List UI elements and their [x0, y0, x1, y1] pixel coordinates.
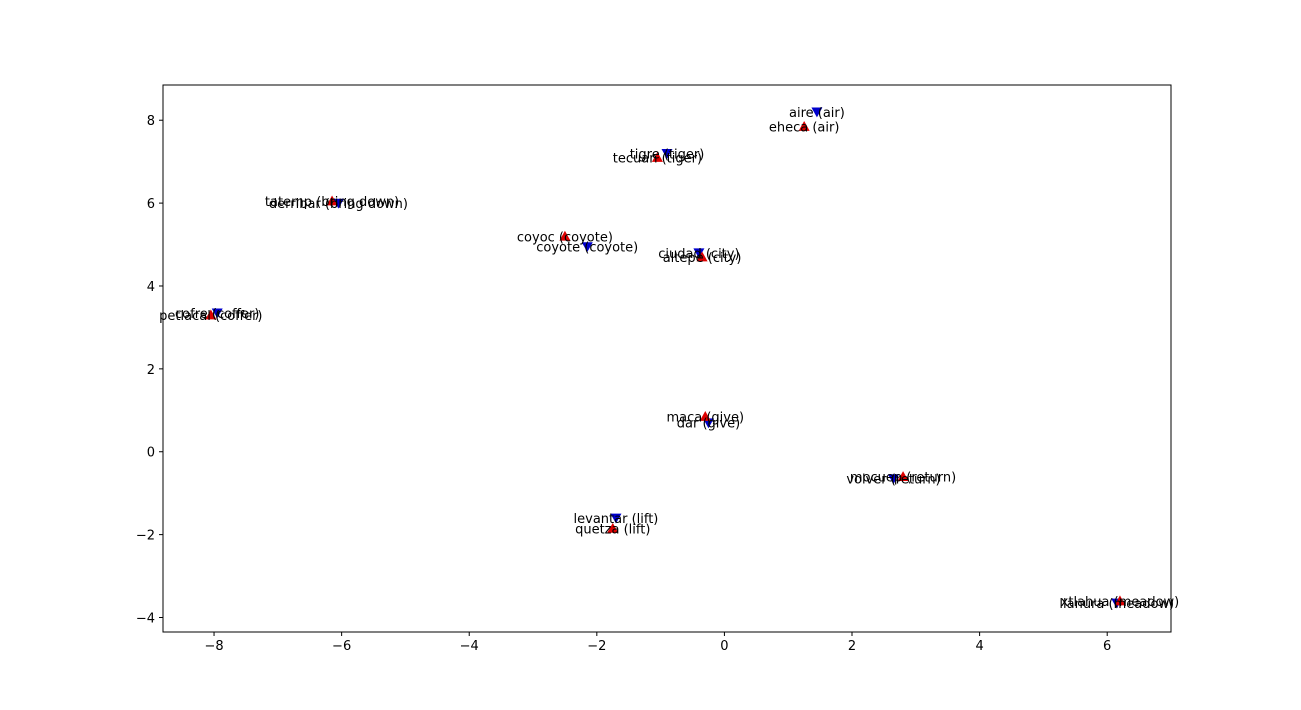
- point-label: tatemp (bring down): [265, 195, 399, 210]
- point-label: maca (give): [666, 411, 744, 426]
- down-triangle-marker: [811, 107, 823, 118]
- point-label: levantar (lift): [574, 512, 659, 527]
- up-triangle-marker: [326, 195, 338, 206]
- point-label: eheca (air): [769, 120, 840, 135]
- up-triangle-marker: [205, 309, 217, 320]
- x-tick-label: 0: [720, 639, 728, 654]
- x-tick-label: 4: [975, 639, 983, 654]
- point-label: coyote (coyote): [536, 241, 638, 256]
- point-label: dar (give): [677, 417, 740, 432]
- point-label: cofre (coffer): [175, 307, 259, 322]
- point-label: aire (air): [789, 106, 845, 121]
- x-tick-label: 6: [1103, 639, 1111, 654]
- point-label: mocuep (return): [850, 471, 956, 486]
- y-tick-label: 6: [147, 197, 155, 212]
- point-label: altepe (city): [663, 251, 742, 266]
- up-triangle-marker: [699, 411, 711, 421]
- up-triangle-marker: [607, 522, 619, 533]
- y-tick-label: 2: [147, 363, 155, 378]
- up-triangle-marker: [651, 152, 663, 162]
- x-tick-label: −2: [587, 639, 606, 654]
- down-triangle-marker: [693, 248, 705, 259]
- plot-frame: [162, 84, 1172, 633]
- point-label: derribar (bring down): [269, 197, 408, 212]
- point-label: petlacal (coffer): [159, 309, 262, 324]
- x-tick-label: −4: [460, 639, 479, 654]
- down-triangle-marker: [581, 242, 593, 253]
- up-triangle-marker: [897, 471, 909, 482]
- point-label: tecuan (tiger): [613, 152, 702, 167]
- down-triangle-marker: [332, 198, 344, 209]
- point-label: ciudad (city): [658, 247, 739, 262]
- down-triangle-marker: [610, 513, 622, 524]
- x-tick-label: −6: [332, 639, 351, 654]
- up-triangle-marker: [1114, 595, 1126, 606]
- x-tick-label: 2: [848, 639, 856, 654]
- plot-area: [163, 85, 1171, 632]
- x-tick-label: −8: [204, 639, 223, 654]
- point-label: volver (return): [846, 473, 940, 488]
- up-triangle-marker: [696, 251, 708, 262]
- down-triangle-marker: [211, 308, 223, 319]
- point-label: tigre (tiger): [630, 147, 705, 162]
- down-triangle-marker: [661, 148, 673, 159]
- data-labels: aire (air) tigre (tiger) derribar (bring d…: [159, 106, 1179, 612]
- point-label: coyoc (coyote): [517, 230, 613, 245]
- y-tick-label: 8: [147, 114, 155, 129]
- y-tick-label: 4: [147, 280, 155, 295]
- y-tick-label: −4: [136, 611, 155, 626]
- down-triangle-marker: [887, 474, 899, 485]
- data-markers: [205, 107, 1126, 609]
- up-triangle-marker: [798, 120, 810, 131]
- point-label: quetza (lift): [575, 522, 650, 537]
- y-tick-label: −2: [136, 529, 155, 544]
- y-axis-ticks: −4 −2 0 2 4 6 8: [136, 114, 163, 626]
- x-axis-ticks: −8 −6 −4 −2 0 2 4 6: [204, 632, 1111, 654]
- up-triangle-marker: [559, 230, 571, 241]
- point-label: xtlahua (meadow): [1061, 595, 1180, 610]
- y-tick-label: 0: [147, 446, 155, 461]
- point-label: llanura (meadow): [1059, 597, 1174, 612]
